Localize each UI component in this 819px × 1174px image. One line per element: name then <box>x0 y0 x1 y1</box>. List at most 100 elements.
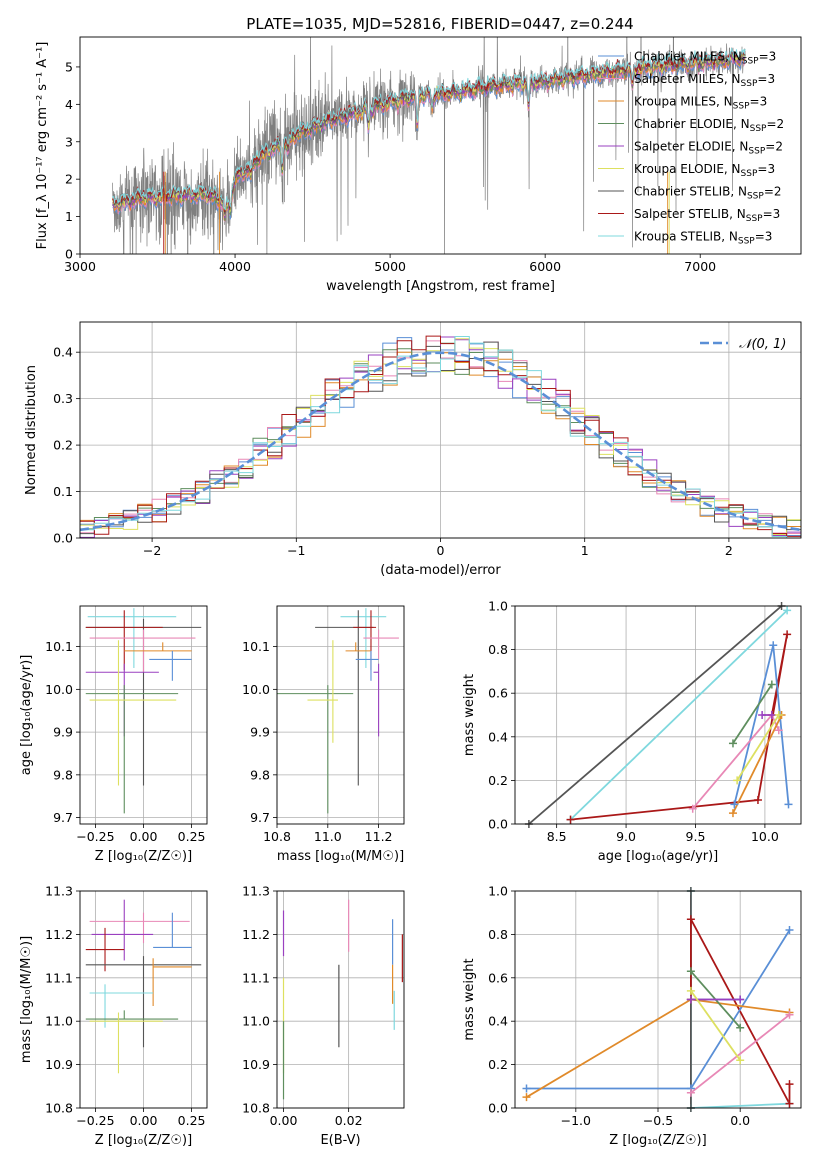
legend-sub: SSP <box>742 57 759 67</box>
x-tick-label: 3000 <box>64 259 96 274</box>
y-axis-label: mass [log₁₀(M/M☉)] <box>19 936 34 1063</box>
y-tick-label: 10.9 <box>45 1057 73 1072</box>
y-tick-label: 0.0 <box>488 1101 508 1116</box>
plot-area <box>526 891 791 1108</box>
series-marker <box>774 711 783 719</box>
legend-sub: SSP <box>747 192 764 202</box>
y-tick-label: 0.4 <box>488 1014 508 1029</box>
x-tick-label: 1 <box>581 543 589 558</box>
y-tick-label: 11.3 <box>45 884 73 899</box>
series-marker <box>730 800 739 809</box>
x-axis-label: Z [log₁₀(Z/Z☉)] <box>609 1133 706 1148</box>
y-tick-label: 10.8 <box>45 1101 73 1116</box>
series-marker <box>686 967 695 976</box>
x-axis-label: age [log₁₀(age/yr)] <box>598 849 719 864</box>
series-marker <box>753 796 762 805</box>
legend-text: Chabrier ELODIE, N <box>634 117 750 131</box>
y-tick-label: 0.2 <box>53 438 73 453</box>
plot-area <box>282 899 403 1100</box>
x-tick-label: −0.5 <box>643 1113 673 1128</box>
model-line-salpeter-stelib <box>112 50 746 213</box>
x-tick-label: 0.25 <box>178 829 206 844</box>
x-axis-label: mass [log₁₀(M/M☉)] <box>277 849 404 864</box>
x-tick-label: 0 <box>437 543 445 558</box>
legend-text: Salpeter MILES, N <box>634 72 741 86</box>
series-marker <box>688 804 697 813</box>
series-line <box>569 609 788 821</box>
y-tick-label: 4 <box>65 97 73 112</box>
series-line <box>690 990 741 1061</box>
axes-frame <box>276 890 405 1109</box>
y-axis-label: mass weight <box>462 958 477 1040</box>
chart-residuals: 𝒩(0, 1) −2 −1 0 1 2 0.0 0.1 0.2 0.3 0.4 (data-model… <box>24 321 802 578</box>
x-tick-label: 4000 <box>219 259 251 274</box>
legend-text: Kroupa MILES, N <box>634 95 733 109</box>
legend-entry: Chabrier STELIB, NSSP=2 <box>634 185 782 202</box>
x-tick-label: 0.00 <box>130 1113 158 1128</box>
y-tick-label: 0.6 <box>488 686 508 701</box>
y-tick-label: 0.2 <box>488 1057 508 1072</box>
y-tick-label: 10.1 <box>242 639 270 654</box>
legend-entry: Kroupa STELIB, NSSP=3 <box>634 230 772 247</box>
x-tick-label: 10.0 <box>751 829 779 844</box>
model-line-kroupa-stelib <box>112 47 746 211</box>
plot-area <box>277 608 399 814</box>
y-axis-label: age [log₁₀(age/yr)] <box>19 655 34 776</box>
legend-tail: =2 <box>766 117 784 131</box>
axes-frame <box>79 36 802 255</box>
x-tick-label: 5000 <box>374 259 406 274</box>
series-line <box>528 606 783 824</box>
y-tick-label: 9.9 <box>53 725 73 740</box>
series-marker <box>566 815 575 824</box>
normal-reference-curve <box>80 351 801 532</box>
legend-text: Kroupa STELIB, N <box>634 230 738 244</box>
figure-title: PLATE=1035, MJD=52816, FIBERID=0447, z=0… <box>246 15 633 33</box>
series-line <box>692 713 780 810</box>
x-tick-label: 9.0 <box>616 829 636 844</box>
legend-tail: =3 <box>763 207 781 221</box>
y-tick-label: 11.1 <box>242 970 270 985</box>
x-tick-label: 9.5 <box>686 829 706 844</box>
y-tick-label: 9.8 <box>53 767 73 782</box>
legend-tail: =3 <box>757 162 775 176</box>
series-line <box>690 918 791 1105</box>
x-tick-label: 6000 <box>529 259 561 274</box>
x-tick-label: −2 <box>143 543 161 558</box>
series-line <box>732 684 773 744</box>
x-tick-label: 10.8 <box>263 829 291 844</box>
y-tick-label: 11.2 <box>45 927 73 942</box>
legend-entry: Chabrier MILES, NSSP=3 <box>634 50 776 67</box>
y-axis-label: Normed distribution <box>24 365 39 495</box>
legend-sub: SSP <box>750 124 767 134</box>
series-marker <box>785 1099 794 1108</box>
series-marker <box>784 800 793 809</box>
chart-age_vs_Z: −0.25 0.00 0.25 9.7 9.8 9.9 10.0 10.1 Z [log₁₀(Z… <box>19 605 208 864</box>
series-marker <box>522 1093 531 1102</box>
y-tick-label: 0.0 <box>53 531 73 546</box>
plot-area <box>80 335 801 538</box>
series-line <box>570 634 788 821</box>
legend-entry: Salpeter STELIB, NSSP=3 <box>634 207 780 224</box>
y-tick-label: 0.4 <box>53 345 73 360</box>
y-tick-label: 0.2 <box>488 773 508 788</box>
chart-mass_vs_ebv: 0.00 0.02 10.8 10.9 11.0 11.1 11.2 11.3 E(B-V) <box>242 884 405 1148</box>
x-tick-label: 11.0 <box>314 829 342 844</box>
y-tick-label: 1.0 <box>488 599 508 614</box>
x-tick-label: −1 <box>287 543 305 558</box>
y-tick-label: 1 <box>65 209 73 224</box>
y-tick-label: 11.0 <box>45 1014 73 1029</box>
y-tick-label: 9.7 <box>53 810 73 825</box>
legend-entry: Kroupa MILES, NSSP=3 <box>634 95 767 112</box>
legend-text: Chabrier MILES, N <box>634 50 742 64</box>
chart-weight_vs_age: 8.5 9.0 9.5 10.0 0.0 0.2 0.4 0.6 0.8 1.0 age [log₁… <box>462 599 802 864</box>
series-marker <box>783 630 792 639</box>
legend-sub: SSP <box>733 102 750 112</box>
x-tick-label: 2 <box>725 543 733 558</box>
y-tick-label: 0.8 <box>488 927 508 942</box>
y-tick-label: 1.0 <box>488 884 508 899</box>
series-marker <box>686 986 695 995</box>
series-marker <box>736 1023 745 1032</box>
